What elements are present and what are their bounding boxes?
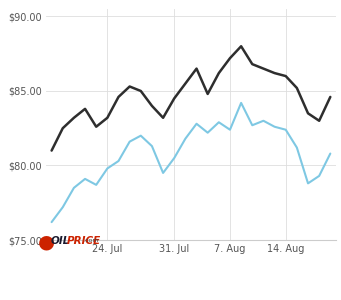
- Text: .com: .com: [84, 238, 99, 243]
- Text: OIL: OIL: [50, 236, 70, 246]
- Text: PRICE: PRICE: [67, 236, 101, 246]
- Text: ●: ●: [38, 232, 55, 251]
